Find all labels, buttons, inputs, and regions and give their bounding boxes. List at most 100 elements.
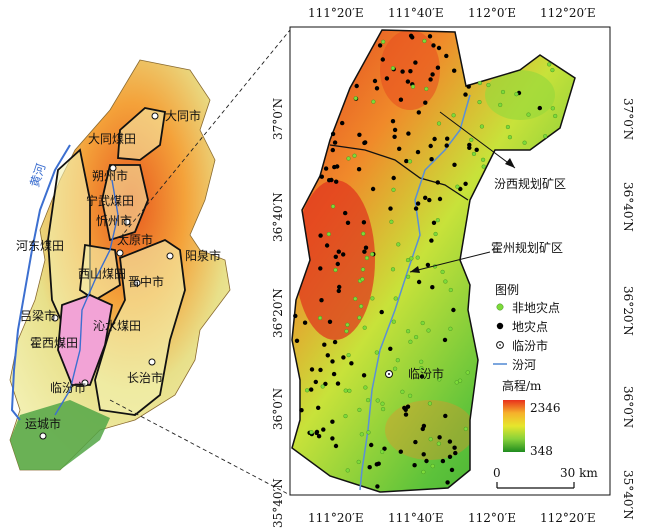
hazard-point xyxy=(437,435,442,440)
hazard-point xyxy=(463,92,468,97)
non-hazard-point xyxy=(471,151,477,156)
hazard-point xyxy=(435,180,440,185)
scale-start: 0 xyxy=(493,466,501,480)
hazard-point xyxy=(372,78,378,84)
hazard-point xyxy=(330,131,336,137)
non-hazard-point xyxy=(331,204,336,209)
non-hazard-point xyxy=(390,267,396,272)
hazard-point xyxy=(330,436,335,441)
non-hazard-point xyxy=(458,378,463,383)
hazard-point xyxy=(444,53,449,59)
svg-text:37°0′N: 37°0′N xyxy=(621,98,635,140)
hazard-point xyxy=(440,458,446,464)
svg-text:36°0′N: 36°0′N xyxy=(621,386,635,428)
fen-river xyxy=(54,179,119,416)
hazard-point xyxy=(331,371,337,377)
non-hazard-point xyxy=(448,326,453,331)
non-hazard-point xyxy=(391,187,396,192)
non-hazard-point xyxy=(455,184,460,189)
non-hazard-point xyxy=(381,407,386,412)
hazard-point xyxy=(452,162,457,167)
hazard-point xyxy=(425,262,431,268)
link-line-top xyxy=(119,29,291,239)
hazard-point xyxy=(329,177,334,183)
legend-hazard-swatch xyxy=(496,322,504,330)
non-hazard-point xyxy=(500,89,506,95)
non-hazard-point xyxy=(346,353,351,358)
non-hazard-point xyxy=(320,384,325,389)
non-hazard-point xyxy=(437,377,442,382)
legend-river-label: 汾河 xyxy=(512,358,536,372)
hazard-point xyxy=(419,374,425,379)
hazard-point xyxy=(444,143,449,148)
non-hazard-point xyxy=(345,468,350,473)
non-hazard-point xyxy=(326,232,331,237)
hazard-point xyxy=(432,136,437,142)
non-hazard-point xyxy=(451,113,456,118)
svg-text:36°20′N: 36°20′N xyxy=(271,288,285,338)
non-hazard-point xyxy=(374,350,379,355)
non-hazard-point xyxy=(421,469,426,475)
hazard-point xyxy=(436,45,442,51)
non-hazard-point xyxy=(406,274,411,279)
hazard-point xyxy=(430,285,435,290)
hazard-point xyxy=(334,179,339,184)
arrow-fenxi xyxy=(439,111,516,169)
svg-text:36°20′N: 36°20′N xyxy=(621,286,635,336)
non-hazard-point xyxy=(360,277,365,282)
label-shuozhou: 朔州市 xyxy=(92,168,128,183)
hazard-point xyxy=(335,164,340,169)
hazard-point xyxy=(392,127,398,133)
hazard-point xyxy=(452,445,457,450)
hazard-point xyxy=(327,319,333,324)
non-hazard-point xyxy=(352,153,357,158)
hazard-point xyxy=(318,266,323,271)
hazard-point xyxy=(363,140,368,145)
hazard-point xyxy=(316,405,321,410)
top-ticks: 111°20′E 111°40′E 112°0′E 112°20′E xyxy=(308,6,596,20)
hazard-point xyxy=(294,338,300,343)
label-jinzhong: 晋中市 xyxy=(128,274,164,289)
svg-text:112°0′E: 112°0′E xyxy=(468,6,516,20)
label-fenxi-region: 汾西规划矿区 xyxy=(494,176,566,191)
svg-text:35°40′N: 35°40′N xyxy=(621,470,635,520)
legend-city-label: 临汾市 xyxy=(512,338,548,353)
non-hazard-point xyxy=(380,401,385,406)
non-hazard-point xyxy=(362,325,367,330)
non-hazard-point xyxy=(359,304,364,309)
hazard-point xyxy=(361,373,367,378)
non-hazard-point xyxy=(393,366,398,371)
hazard-point xyxy=(405,79,411,84)
label-datong-coalfield: 大同煤田 xyxy=(88,132,136,146)
hazard-point xyxy=(429,238,434,243)
hazard-point xyxy=(413,60,418,65)
non-hazard-point xyxy=(346,156,351,161)
non-hazard-point xyxy=(414,335,419,340)
hazard-point xyxy=(415,149,421,155)
right-ticks: 37°0′N 36°40′N 36°20′N 36°0′N 35°40′N xyxy=(621,98,635,520)
hazard-point xyxy=(423,100,428,105)
non-hazard-point xyxy=(481,164,486,169)
hazard-point xyxy=(537,105,542,111)
label-changzhi: 长治市 xyxy=(127,370,163,385)
hazard-points xyxy=(293,33,542,489)
non-hazard-point xyxy=(426,328,431,333)
legend-elevation-title: 高程/m xyxy=(502,378,542,393)
non-hazard-point xyxy=(333,267,338,273)
hazard-point xyxy=(421,452,426,457)
hazard-point xyxy=(400,69,405,74)
hazard-point xyxy=(458,186,463,192)
coalfield-qinshui xyxy=(94,238,186,416)
non-hazard-point xyxy=(408,339,413,344)
hazard-point xyxy=(335,381,341,386)
overview-labels: 大同市 大同煤田 朔州市 宁武煤田 忻州市 太原市 阳泉市 河东煤田 西山煤田 … xyxy=(16,108,221,431)
svg-text:36°0′N: 36°0′N xyxy=(271,388,285,430)
svg-text:111°40′E: 111°40′E xyxy=(388,511,444,525)
non-hazard-point xyxy=(393,296,398,301)
hazard-point xyxy=(324,243,330,248)
hazard-point xyxy=(356,167,362,172)
hazard-point xyxy=(474,147,479,152)
non-hazard-point xyxy=(481,157,486,162)
non-hazard-point xyxy=(360,267,366,272)
hazard-point xyxy=(375,484,380,489)
